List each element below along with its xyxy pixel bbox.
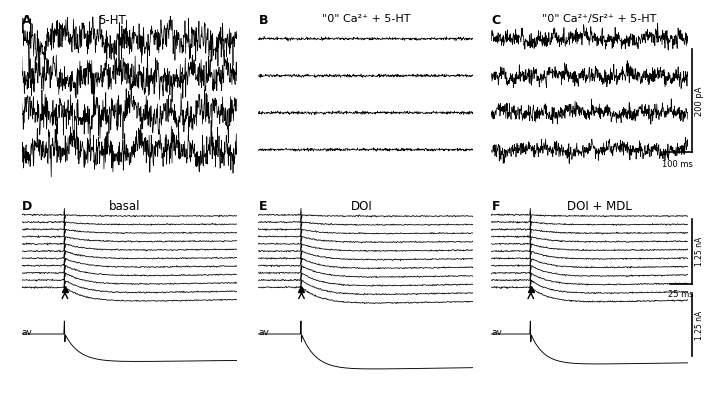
Text: 1.25 nA: 1.25 nA — [695, 310, 703, 339]
Text: E: E — [258, 200, 267, 213]
Text: 25 ms: 25 ms — [668, 290, 694, 299]
Text: F: F — [491, 200, 500, 213]
Text: 100 ms: 100 ms — [662, 160, 693, 169]
Text: DOI: DOI — [351, 200, 373, 213]
Text: basal: basal — [109, 200, 141, 213]
Text: C: C — [491, 14, 501, 28]
Text: B: B — [258, 14, 268, 28]
Text: av: av — [491, 328, 502, 337]
Text: 5-HT: 5-HT — [98, 14, 126, 28]
Text: DOI + MDL: DOI + MDL — [567, 200, 632, 213]
Text: 200 pA: 200 pA — [695, 86, 703, 115]
Text: Adapted from Aghajanian and Marek, 1999: Adapted from Aghajanian and Marek, 1999 — [237, 397, 448, 407]
Text: A: A — [22, 14, 31, 28]
Text: av: av — [22, 328, 33, 337]
Text: D: D — [22, 200, 32, 213]
Text: Electrophysiology of Layer V Pyramidal Cells during 5-HT₂ₐ Stimulation: Electrophysiology of Layer V Pyramidal C… — [133, 380, 551, 393]
Text: av: av — [258, 328, 269, 337]
Text: 1.25 nA: 1.25 nA — [695, 237, 703, 266]
Text: ✳: ✳ — [697, 387, 708, 400]
Text: "0" Ca²⁺/Sr²⁺ + 5-HT: "0" Ca²⁺/Sr²⁺ + 5-HT — [542, 14, 657, 24]
Text: "0" Ca²⁺ + 5-HT: "0" Ca²⁺ + 5-HT — [322, 14, 410, 24]
